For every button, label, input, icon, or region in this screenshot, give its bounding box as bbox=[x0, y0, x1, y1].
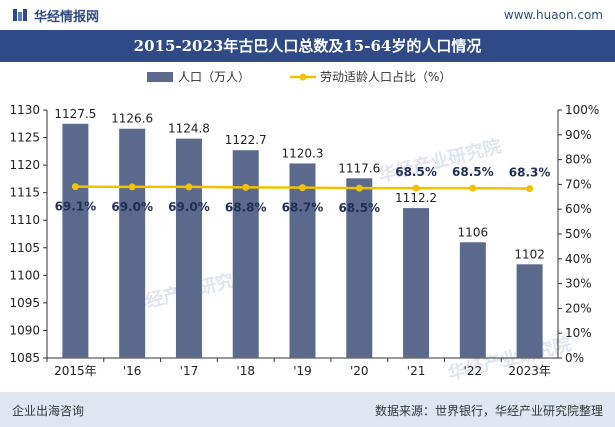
bar-value-label: 1117.6 bbox=[338, 161, 380, 175]
bar-value-label: 1126.6 bbox=[111, 112, 153, 126]
right-tick-label: 40% bbox=[565, 252, 592, 266]
brand-name: 华经情报网 bbox=[34, 10, 100, 25]
population-bar bbox=[346, 178, 373, 358]
x-tick-label: '18 bbox=[236, 364, 255, 378]
population-bar bbox=[175, 138, 202, 358]
left-tick-label: 1120 bbox=[9, 158, 40, 172]
x-tick-label: 2023年 bbox=[508, 364, 551, 378]
right-tick-label: 70% bbox=[565, 177, 592, 191]
ratio-value-label: 69.0% bbox=[168, 200, 210, 214]
ratio-value-label: 69.1% bbox=[55, 200, 97, 214]
legend-line-label: 劳动适龄人口占比（%） bbox=[320, 69, 451, 84]
right-tick-label: 30% bbox=[565, 277, 592, 291]
population-bar bbox=[516, 264, 543, 358]
right-tick-label: 20% bbox=[565, 301, 592, 315]
legend-bar-swatch bbox=[147, 72, 173, 82]
population-bar bbox=[459, 242, 486, 358]
ratio-point bbox=[526, 185, 534, 193]
footer: 企业出海咨询 数据来源：世界银行，华经产业研究院整理 bbox=[0, 392, 615, 427]
chart: 华经产业研究院华经产业研究院华经产业研究院 人口（万人）劳动适龄人口占比（%） … bbox=[9, 69, 599, 385]
x-tick-label: 2015年 bbox=[54, 364, 97, 378]
ratio-value-label: 68.5% bbox=[395, 165, 437, 179]
ratio-point bbox=[242, 183, 250, 191]
ratio-value-label: 68.8% bbox=[225, 200, 267, 214]
population-bar bbox=[232, 150, 259, 358]
x-tick-label: '22 bbox=[464, 364, 483, 378]
right-tick-label: 80% bbox=[565, 153, 592, 167]
source-note: 数据来源：世界银行，华经产业研究院整理 bbox=[374, 404, 603, 418]
ratio-point bbox=[71, 183, 79, 191]
left-tick-label: 1095 bbox=[9, 296, 40, 310]
left-tick-label: 1125 bbox=[9, 131, 40, 145]
bar-value-label: 1120.3 bbox=[282, 146, 324, 160]
right-tick-label: 10% bbox=[565, 326, 592, 340]
x-tick-label: '20 bbox=[350, 364, 369, 378]
left-tick-label: 1105 bbox=[9, 241, 40, 255]
population-bar bbox=[119, 128, 146, 358]
left-tick-label: 1085 bbox=[9, 351, 40, 365]
top-bar: 华经情报网 www.huaon.com bbox=[0, 0, 615, 30]
ratio-point bbox=[185, 183, 193, 191]
right-tick-label: 100% bbox=[565, 103, 599, 117]
population-bar bbox=[62, 123, 89, 359]
bar-value-label: 1122.7 bbox=[225, 133, 267, 147]
left-tick-label: 1100 bbox=[9, 268, 40, 282]
x-tick-label: '16 bbox=[123, 364, 142, 378]
ratio-value-label: 69.0% bbox=[111, 200, 153, 214]
left-tick-label: 1130 bbox=[9, 103, 40, 117]
footer-left-text: 企业出海咨询 bbox=[12, 404, 85, 418]
left-tick-label: 1115 bbox=[9, 186, 40, 200]
right-tick-label: 50% bbox=[565, 227, 592, 241]
ratio-value-label: 68.3% bbox=[509, 166, 551, 180]
data-labels: 1127.5 1126.6 1124.8 1122.7 1120.3 1117.6 1112… bbox=[54, 107, 550, 262]
bar-value-label: 1112.2 bbox=[395, 191, 437, 205]
x-tick-label: '17 bbox=[180, 364, 199, 378]
right-tick-label: 60% bbox=[565, 202, 592, 216]
population-bar bbox=[289, 163, 316, 358]
ratio-value-label: 68.7% bbox=[282, 201, 324, 215]
bar-value-label: 1106 bbox=[458, 225, 489, 239]
site-url[interactable]: www.huaon.com bbox=[503, 8, 603, 22]
x-tick-label: '21 bbox=[407, 364, 426, 378]
bar-value-label: 1124.8 bbox=[168, 122, 210, 136]
ratio-point bbox=[469, 184, 477, 192]
population-bar bbox=[403, 208, 430, 358]
left-tick-label: 1090 bbox=[9, 323, 40, 337]
ratio-line bbox=[71, 183, 534, 193]
legend-line-marker bbox=[299, 73, 307, 81]
legend-bar-label: 人口（万人） bbox=[178, 70, 250, 84]
huajing-logo-icon bbox=[13, 9, 27, 21]
title-bar: 2015-2023年古巴人口总数及15-64岁的人口情况 bbox=[0, 30, 615, 62]
chart-title: 2015-2023年古巴人口总数及15-64岁的人口情况 bbox=[133, 37, 482, 55]
x-tick-label: '19 bbox=[293, 364, 312, 378]
right-tick-label: 0% bbox=[565, 351, 584, 365]
legend: 人口（万人） 劳动适龄人口占比（%） bbox=[147, 69, 451, 84]
ratio-point bbox=[412, 184, 420, 192]
ratio-point bbox=[128, 183, 136, 191]
ratio-point bbox=[355, 184, 363, 192]
right-tick-label: 90% bbox=[565, 128, 592, 142]
left-tick-label: 1110 bbox=[9, 213, 40, 227]
bar-value-label: 1102 bbox=[514, 247, 545, 261]
ratio-value-label: 68.5% bbox=[452, 165, 494, 179]
bar-value-label: 1127.5 bbox=[54, 107, 96, 121]
ratio-point bbox=[299, 184, 306, 192]
ratio-value-label: 68.5% bbox=[338, 201, 380, 215]
